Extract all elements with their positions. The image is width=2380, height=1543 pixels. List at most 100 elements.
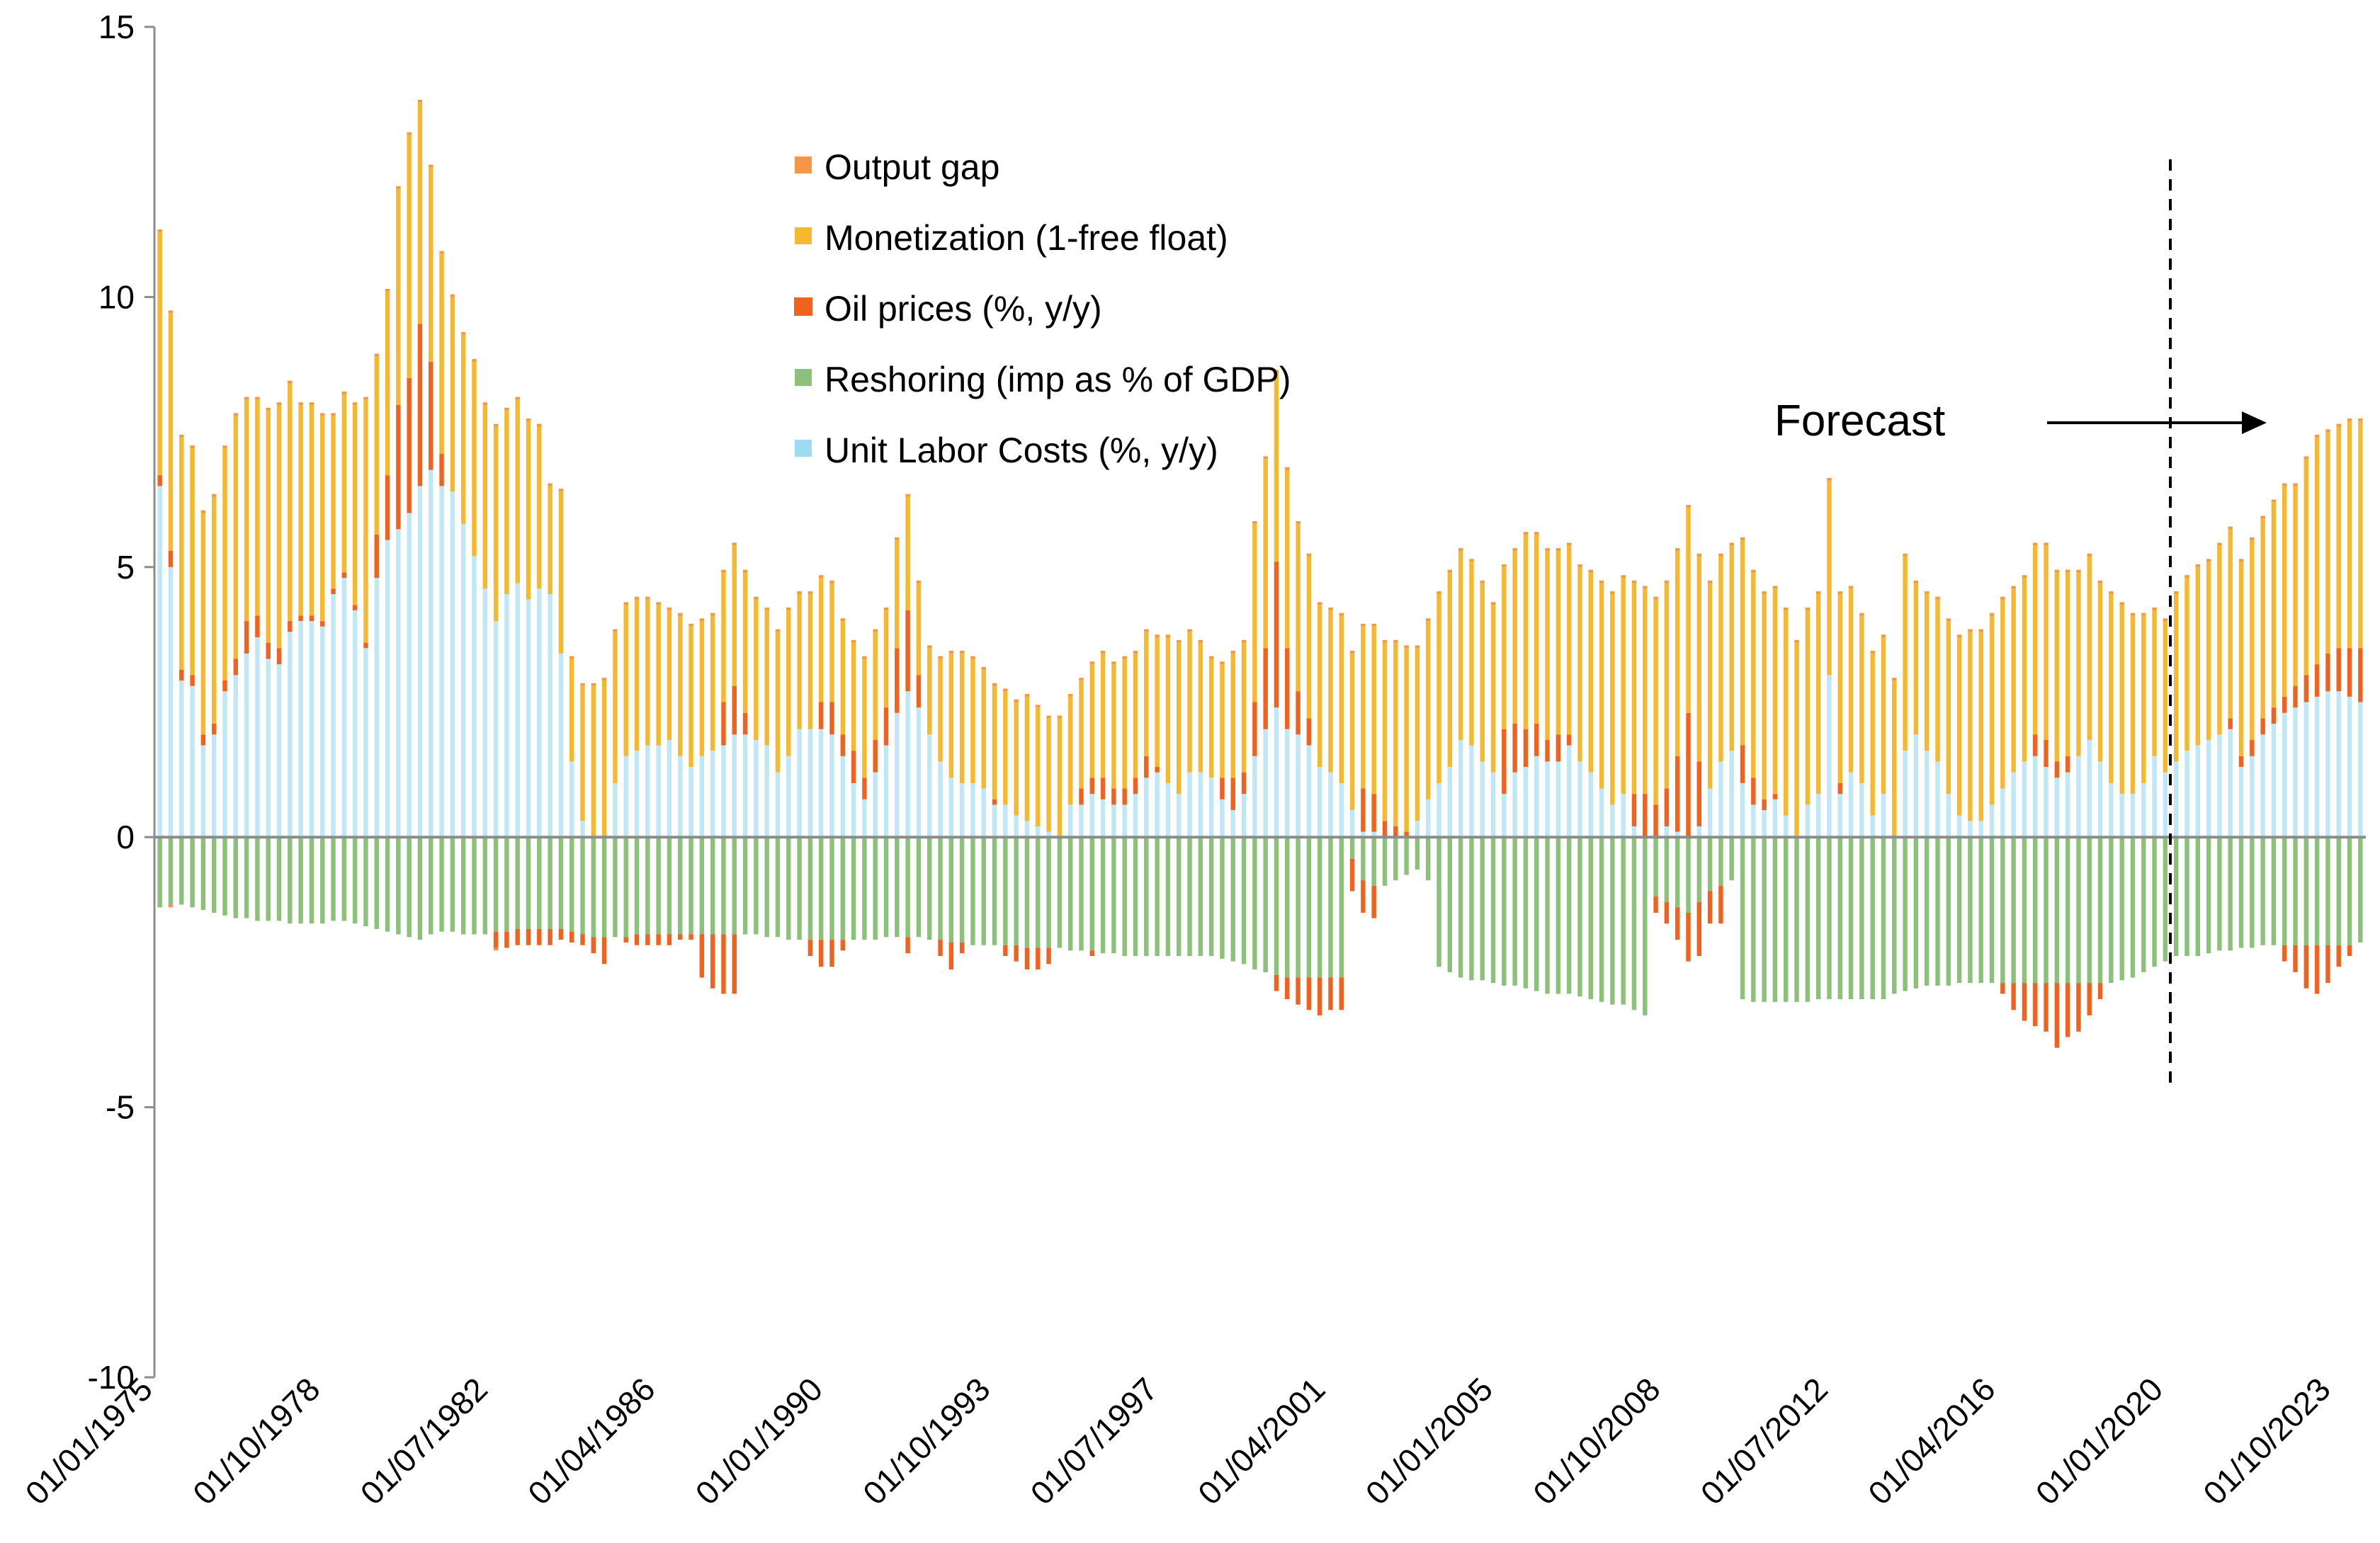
bar-ulc bbox=[233, 675, 238, 838]
bar-ulc bbox=[537, 588, 542, 838]
bar-ulc bbox=[970, 782, 975, 838]
bar-neg-ulc bbox=[710, 837, 715, 935]
bar-output_gap bbox=[2054, 569, 2060, 573]
bar-neg-ulc bbox=[374, 837, 379, 929]
bar-monetization bbox=[1252, 523, 1257, 702]
bar-ulc bbox=[1924, 751, 1930, 838]
bar-neg-oil bbox=[1306, 977, 1312, 1010]
bar-ulc bbox=[2293, 707, 2298, 838]
bar-neg-ulc bbox=[352, 837, 358, 924]
x-tick-label: 01/01/2020 bbox=[2029, 1370, 2170, 1512]
bar-neg-ulc bbox=[266, 837, 271, 921]
bar-neg-ulc bbox=[2358, 837, 2363, 943]
bar-ulc bbox=[678, 756, 683, 838]
bar-neg-oil bbox=[2054, 983, 2060, 1048]
bar-neg-ulc bbox=[1361, 837, 1366, 881]
bar-neg-oil bbox=[1718, 885, 1723, 924]
bar-monetization bbox=[2087, 556, 2092, 740]
bar-neg-oil bbox=[1285, 977, 1290, 1000]
bar-neg-ulc bbox=[417, 837, 423, 940]
legend-swatch-monetization bbox=[795, 227, 812, 244]
bar-monetization bbox=[1946, 621, 1951, 795]
bar-monetization bbox=[179, 437, 184, 670]
bar-neg-ulc bbox=[1729, 837, 1734, 881]
bar-neg-ulc bbox=[298, 837, 303, 924]
bar-output_gap bbox=[2336, 423, 2341, 427]
bar-output_gap bbox=[580, 683, 585, 686]
bar-neg-oil bbox=[591, 937, 596, 954]
y-tick-label: -10 bbox=[88, 1359, 135, 1396]
bar-ulc bbox=[276, 664, 282, 838]
bar-ulc bbox=[2282, 712, 2287, 838]
bar-output_gap bbox=[1415, 645, 1420, 649]
bar-neg-ulc bbox=[2076, 837, 2081, 984]
bar-ulc bbox=[1425, 799, 1431, 838]
bar-ulc bbox=[2238, 767, 2244, 838]
bar-output_gap bbox=[2238, 559, 2244, 562]
bar-output_gap bbox=[1306, 553, 1312, 557]
bar-ulc bbox=[460, 523, 466, 838]
bar-monetization bbox=[2033, 545, 2038, 735]
bar-neg-oil bbox=[699, 934, 705, 978]
bar-neg-ulc bbox=[1046, 837, 1051, 948]
bar-neg-ulc bbox=[1122, 837, 1127, 957]
bar-monetization bbox=[2141, 615, 2146, 783]
bar-ulc bbox=[2271, 724, 2277, 838]
bar-ulc bbox=[613, 782, 618, 838]
bar-neg-ulc bbox=[537, 837, 542, 929]
bar-neg-ulc bbox=[1144, 837, 1149, 957]
bar-monetization bbox=[309, 404, 314, 616]
bar-ulc bbox=[548, 593, 552, 838]
bar-monetization bbox=[2314, 437, 2320, 665]
bar-monetization bbox=[1718, 556, 1723, 762]
x-tick-label: 01/04/1986 bbox=[521, 1370, 662, 1512]
bar-output_gap bbox=[363, 397, 368, 400]
bar-output_gap bbox=[2250, 537, 2255, 540]
bar-output_gap bbox=[233, 413, 238, 416]
bar-monetization bbox=[211, 496, 217, 724]
bar-ulc bbox=[818, 729, 824, 838]
bar-neg-ulc bbox=[1208, 837, 1214, 957]
bar-neg-oil bbox=[1024, 947, 1030, 970]
bar-neg-ulc bbox=[1198, 837, 1203, 957]
bar-monetization bbox=[2022, 578, 2027, 762]
bar-output_gap bbox=[1599, 580, 1604, 583]
bar-output_gap bbox=[482, 402, 487, 405]
bar-oil bbox=[2293, 685, 2298, 708]
bar-output_gap bbox=[2325, 429, 2330, 433]
bar-output_gap bbox=[764, 608, 769, 610]
bar-monetization bbox=[1707, 583, 1713, 789]
bar-output_gap bbox=[385, 288, 390, 292]
bar-neg-ulc bbox=[786, 837, 791, 940]
bar-oil bbox=[2325, 653, 2330, 692]
bar-output_gap bbox=[1718, 553, 1723, 557]
bar-ulc bbox=[840, 756, 846, 838]
bar-neg-ulc bbox=[851, 837, 856, 940]
bar-ulc bbox=[363, 648, 368, 838]
bar-monetization bbox=[948, 653, 954, 778]
bar-ulc bbox=[1436, 782, 1441, 838]
bar-ulc bbox=[1458, 739, 1463, 838]
bar-output_gap bbox=[341, 391, 347, 394]
bar-ulc bbox=[482, 588, 487, 838]
bar-ulc bbox=[298, 621, 303, 838]
bar-output_gap bbox=[417, 99, 423, 103]
legend-swatch-reshoring bbox=[795, 369, 812, 386]
bar-ulc bbox=[179, 680, 184, 838]
bar-neg-ulc bbox=[363, 837, 368, 927]
bar-monetization bbox=[1512, 550, 1517, 724]
bar-oil bbox=[2033, 734, 2038, 756]
bar-neg-ulc bbox=[623, 837, 628, 938]
bar-output_gap bbox=[319, 413, 325, 416]
bar-output_gap bbox=[667, 608, 672, 610]
bar-monetization bbox=[1643, 588, 1648, 795]
bar-monetization bbox=[1903, 556, 1908, 751]
bar-neg-ulc bbox=[688, 837, 693, 935]
bar-oil bbox=[1751, 778, 1756, 805]
bar-ulc bbox=[1155, 772, 1160, 838]
bar-neg-ulc bbox=[2250, 837, 2255, 948]
bar-output_gap bbox=[1328, 608, 1333, 610]
bar-monetization bbox=[829, 583, 834, 702]
bar-oil bbox=[244, 621, 249, 654]
bar-ulc bbox=[429, 469, 434, 838]
